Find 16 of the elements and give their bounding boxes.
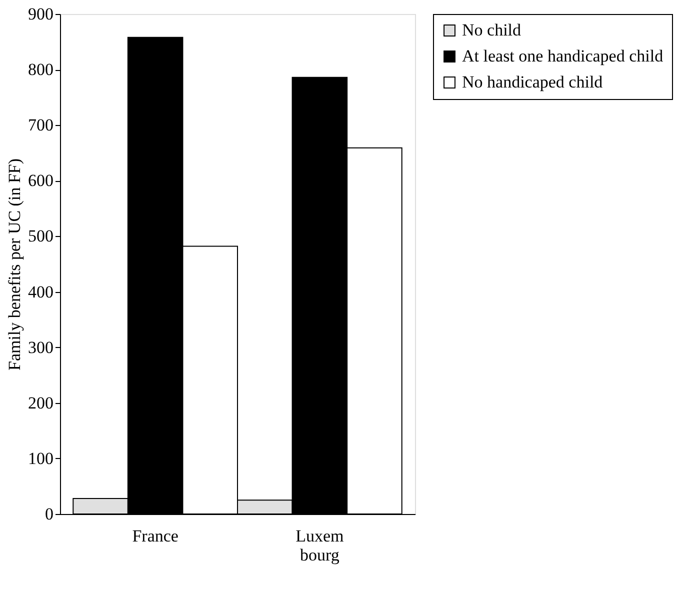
y-tick-label: 600 — [28, 171, 54, 190]
y-tick-label: 0 — [45, 504, 54, 524]
legend-label: No handicaped child — [462, 72, 604, 92]
y-tick-label: 500 — [28, 226, 54, 246]
x-tick-label: Luxem bourg — [296, 526, 344, 564]
legend-label: At least one handicaped child — [462, 46, 664, 66]
y-axis-title: Family benefits per UC (in FF) — [5, 158, 24, 371]
y-tick-label: 300 — [28, 338, 54, 357]
y-tick-label: 700 — [28, 116, 54, 135]
x-tick-label: France — [132, 526, 178, 546]
y-tick-label: 900 — [28, 4, 54, 24]
y-tick-label: 200 — [28, 393, 54, 412]
y-tick-label: 400 — [28, 282, 54, 302]
y-tick-label: 800 — [28, 60, 54, 80]
y-tick-label: 100 — [28, 448, 54, 468]
legend-label: No child — [462, 20, 522, 40]
